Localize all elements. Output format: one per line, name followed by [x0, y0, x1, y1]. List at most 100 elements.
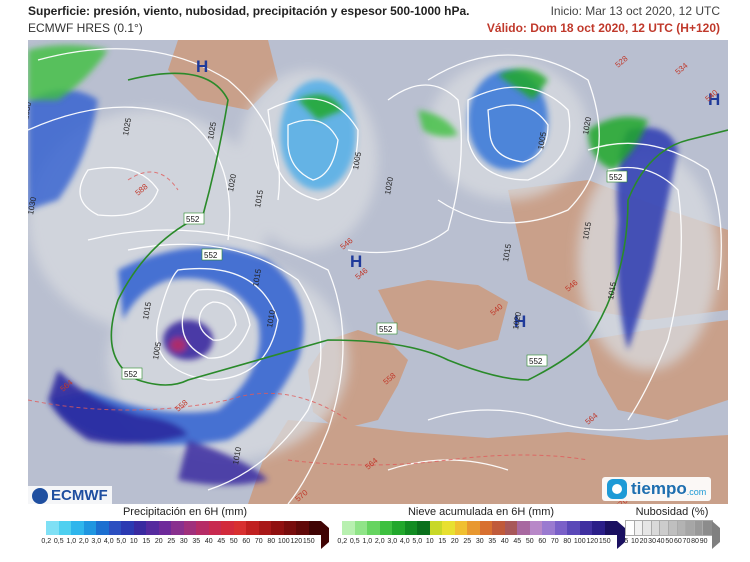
legend-color-swatch: [367, 521, 380, 535]
legend-color-swatch: [693, 520, 705, 536]
legend-color-swatch: [208, 521, 221, 535]
legend-color-swatch: [58, 521, 71, 535]
legend-color-swatch: [467, 521, 480, 535]
central-europe-land: [378, 280, 508, 350]
legend-tick-label: 20: [639, 538, 648, 545]
isobar-labels: 1030 1025 1020 1015 1010 1005 1025 1030 1015 1020…: [28, 101, 618, 466]
isobar-label: 1030: [28, 101, 33, 121]
legend-overflow-triangle: [617, 521, 625, 549]
legend-color-swatch: [685, 520, 696, 536]
legend-tick-label: 60: [673, 538, 682, 545]
legend-tick-label: 70: [550, 538, 559, 545]
legend-tick-label: 150: [302, 538, 315, 545]
legend-tick-label: 70: [254, 538, 263, 545]
legend-color-swatch: [121, 521, 134, 535]
thickness-label: 552: [379, 325, 393, 334]
legend-color-swatch: [96, 521, 109, 535]
isobar-label: 1010: [265, 309, 277, 329]
isobar-label: 1020: [383, 176, 395, 196]
thickness-labels: 552 552 552 552 552 552: [121, 170, 628, 380]
legend-color-swatch: [354, 521, 367, 535]
legend-tick-label: 2,0: [374, 538, 385, 545]
tiempo-logo-icon: [607, 479, 627, 499]
isobars: [28, 48, 722, 504]
isobar-label: 1025: [206, 121, 218, 141]
legend-color-swatch: [517, 521, 530, 535]
legend-color-swatch: [642, 520, 653, 536]
legend-tick-label: 35: [488, 538, 497, 545]
thickness-label: 552: [204, 251, 218, 260]
legend-tick-label: 3,0: [387, 538, 398, 545]
map-title: Superficie: presión, viento, nubosidad, …: [28, 4, 470, 18]
model-name: ECMWF HRES (0.1°): [28, 21, 143, 35]
isobar-label: 1015: [251, 268, 263, 288]
high-pressure-labels: H H H H: [196, 57, 720, 331]
tiempo-logo-suffix: .com: [686, 487, 707, 497]
legend-tick-label: 40: [656, 538, 665, 545]
legend-color-swatch: [504, 521, 517, 535]
cloud-ticks: 5 10 20 30 40 50 60 70 80 90: [622, 538, 708, 545]
legend-color-swatch: [479, 521, 492, 535]
legend-color-swatch: [71, 521, 84, 535]
legend-color-swatch: [83, 521, 96, 535]
weather-map-svg: H H H H 1030 1025 1020 1015 1010 1005 1025 1030 101…: [28, 40, 728, 504]
ecmwf-logo-text: ECMWF: [51, 487, 108, 504]
legend-color-swatch: [133, 521, 146, 535]
legend-tick-label: 5,0: [412, 538, 423, 545]
legend-color-swatch: [108, 521, 121, 535]
legend-tick-label: 20: [154, 538, 163, 545]
legend-tick-label: 80: [563, 538, 572, 545]
legend-color-swatch: [554, 521, 567, 535]
legend-tick-label: 30: [179, 538, 188, 545]
thickness-label: 552: [186, 215, 200, 224]
greenland-land: [168, 40, 278, 110]
legend-tick-label: 0,2: [337, 538, 348, 545]
legend-tick-label: 4,0: [103, 538, 114, 545]
legend-overflow-triangle: [711, 521, 720, 549]
cloud-legend-title: Nubosidad (%): [635, 506, 709, 518]
legend-color-swatch: [158, 521, 171, 535]
legend-color-swatch: [592, 521, 605, 535]
legend-tick-label: 10: [129, 538, 138, 545]
isobar-label: 1005: [351, 151, 363, 171]
isobar-label: 1020: [511, 311, 523, 331]
legend-tick-label: 30: [648, 538, 656, 545]
thickness-label: 552: [609, 173, 623, 182]
legend-overflow-triangle: [321, 521, 329, 549]
legend-tick-label: 1,0: [66, 538, 77, 545]
thickness-label-box: [183, 212, 205, 225]
legend-tick-label: 50: [665, 538, 674, 545]
legend-tick-label: 0,5: [349, 538, 360, 545]
legend-color-swatch: [171, 521, 184, 535]
legend-color-swatch: [258, 521, 271, 535]
legend-tick-label: 0,5: [53, 538, 64, 545]
legend-tick-label: 35: [192, 538, 201, 545]
thickness-label-box: [201, 248, 223, 261]
thickness-label-box: [606, 170, 628, 183]
legend-color-swatch: [283, 521, 296, 535]
tiempo-logo: tiempo .com: [602, 477, 712, 501]
isobar-label: 1015: [253, 189, 265, 209]
legend-color-swatch: [676, 520, 688, 536]
legend-tick-label: 2,0: [78, 538, 89, 545]
thickness-label-box: [121, 367, 143, 380]
precip-ticks: 0,2 0,5 1,0 2,0 3,0 4,0 5,0 10 15 20 25 30 35 40 45 50 6…: [40, 538, 315, 545]
ecmwf-logo: ECMWF: [28, 486, 112, 505]
weather-map: H H H H 1030 1025 1020 1015 1010 1005 1025 1030 101…: [28, 40, 728, 504]
legend-color-swatch: [529, 521, 542, 535]
legend-color-swatch: [429, 521, 442, 535]
legend-tick-label: 5: [624, 538, 629, 545]
legend-tick-label: 10: [425, 538, 434, 545]
thickness-red-lines: [28, 171, 589, 466]
legend-color-swatch: [196, 521, 209, 535]
legend-tick-label: 60: [242, 538, 251, 545]
legend-tick-label: 150: [598, 538, 611, 545]
high-pressure-label: H: [350, 252, 362, 271]
legend-color-swatch: [650, 520, 662, 536]
legend-color-swatch: [417, 521, 430, 535]
legend-tick-label: 3,0: [91, 538, 102, 545]
isobar-label: 1020: [581, 116, 593, 136]
legend-tick-label: 120: [586, 538, 599, 545]
legend-tick-label: 30: [475, 538, 484, 545]
legend-color-swatch: [404, 521, 417, 535]
